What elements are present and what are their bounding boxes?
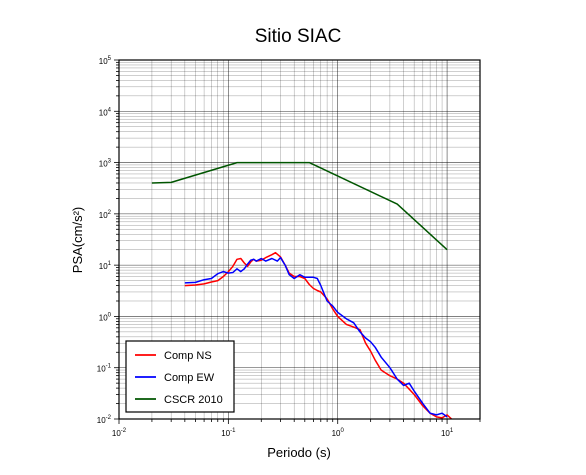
legend-label: Comp EW	[164, 372, 215, 384]
y-tick-label: 10-1	[97, 364, 112, 374]
x-tick-label: 10-1	[221, 428, 236, 438]
x-axis-label: Periodo (s)	[267, 445, 331, 460]
x-tick-label: 100	[332, 428, 345, 438]
y-tick-label: 103	[99, 159, 112, 169]
y-tick-label: 102	[99, 210, 112, 220]
y-tick-label: 100	[99, 312, 112, 322]
y-tick-label: 105	[99, 56, 112, 66]
chart-title: Sitio SIAC	[255, 26, 342, 47]
y-tick-label: 101	[99, 261, 112, 271]
series-lines	[151, 161, 453, 420]
x-tick-label: 10-2	[112, 428, 127, 438]
series-line-2	[151, 161, 448, 251]
series-line-1	[184, 256, 448, 418]
y-tick-label: 10-2	[97, 415, 112, 425]
x-tick-label: 101	[441, 428, 454, 438]
legend-label: CSCR 2010	[164, 394, 223, 406]
legend: Comp NS Comp EW CSCR 2010	[125, 340, 235, 413]
legend-label: Comp NS	[164, 350, 212, 362]
y-tick-label: 104	[99, 107, 112, 117]
y-axis-label: PSA(cm/s²)	[70, 207, 85, 273]
plot-frame	[118, 59, 481, 420]
tick-labels: 10-2 10-1 100 101 10-2 10-1 100 101 102 103 104 105	[97, 56, 454, 438]
tick-marks	[114, 59, 481, 424]
